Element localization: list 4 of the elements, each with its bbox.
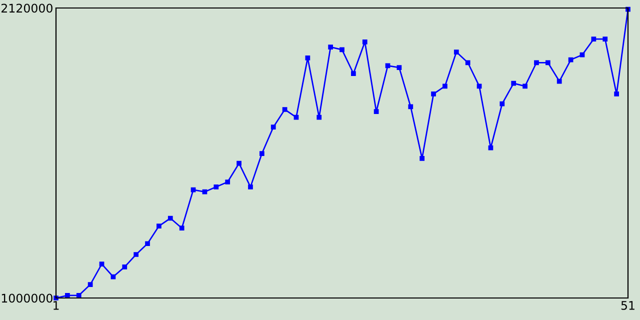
- x-tick-label: 1: [54, 301, 59, 310]
- x-tick-label: 51: [621, 301, 634, 310]
- y-tick-label: 1000000: [2, 294, 52, 303]
- y-tick-label: 2120000: [2, 4, 52, 13]
